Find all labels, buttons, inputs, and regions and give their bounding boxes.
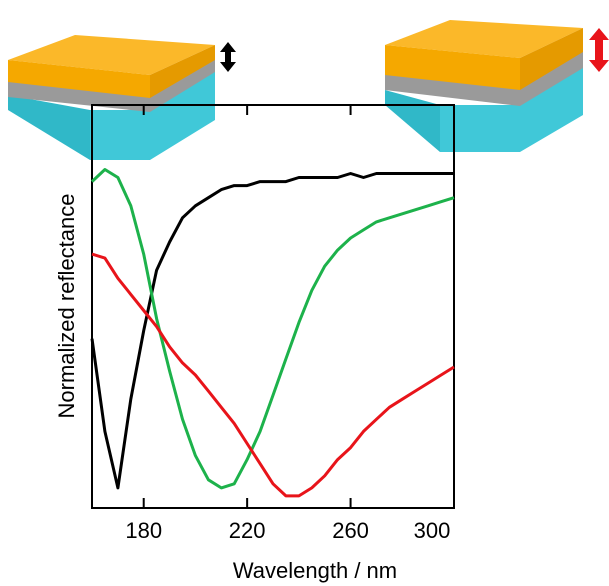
plot-frame — [91, 104, 455, 509]
data-line — [90, 168, 455, 490]
y-axis-label: Normalized reflectance — [54, 194, 79, 419]
data-line — [90, 172, 454, 490]
data-line — [91, 252, 455, 498]
polarization-arrow — [220, 42, 236, 72]
sample-illustration-left — [8, 35, 215, 160]
x-tick-label: 220 — [229, 518, 266, 543]
x-tick-label: 260 — [332, 518, 369, 543]
polarization-arrow — [589, 28, 609, 72]
x-axis-label: Wavelength / nm — [233, 558, 397, 583]
x-tick-label: 300 — [414, 518, 451, 543]
x-tick-label: 180 — [125, 518, 162, 543]
sample-illustration-right — [385, 20, 583, 152]
